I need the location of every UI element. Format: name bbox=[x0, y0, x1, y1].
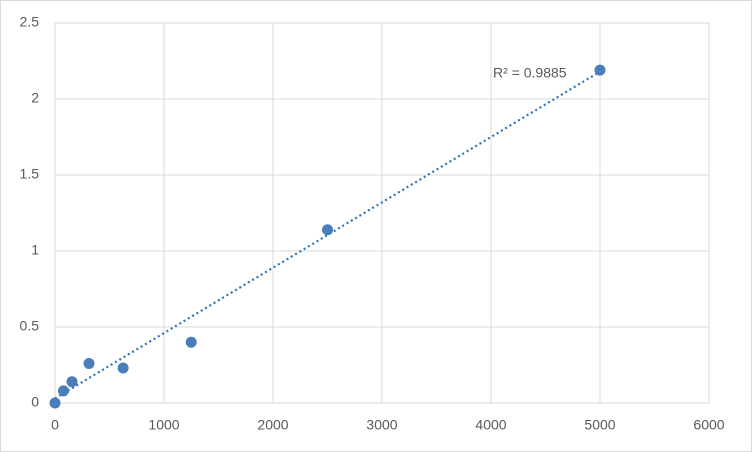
x-tick-label: 0 bbox=[51, 417, 59, 433]
y-tick-label: 0 bbox=[31, 394, 39, 410]
point bbox=[66, 376, 78, 388]
trendline-label: R² = 0.9885 bbox=[493, 65, 567, 81]
x-tick-label: 4000 bbox=[475, 417, 506, 433]
trendline bbox=[54, 70, 601, 400]
point bbox=[49, 397, 61, 409]
y-tick-label: 0.5 bbox=[20, 318, 40, 334]
point bbox=[185, 336, 197, 348]
point bbox=[322, 224, 333, 236]
x-tick-label: 5000 bbox=[584, 417, 615, 433]
x-tick-label: 6000 bbox=[693, 417, 724, 433]
point bbox=[83, 357, 95, 369]
y-tick-label: 2.5 bbox=[20, 14, 40, 30]
x-tick-label: 3000 bbox=[366, 417, 397, 433]
y-tick-label: 1.5 bbox=[20, 166, 40, 182]
point bbox=[58, 385, 70, 397]
point bbox=[117, 362, 129, 374]
x-tick-label: 2000 bbox=[257, 417, 288, 433]
x-tick-label: 1000 bbox=[148, 417, 179, 433]
y-tick-label: 2 bbox=[31, 90, 39, 106]
point bbox=[594, 64, 606, 76]
y-tick-label: 1 bbox=[31, 242, 39, 258]
